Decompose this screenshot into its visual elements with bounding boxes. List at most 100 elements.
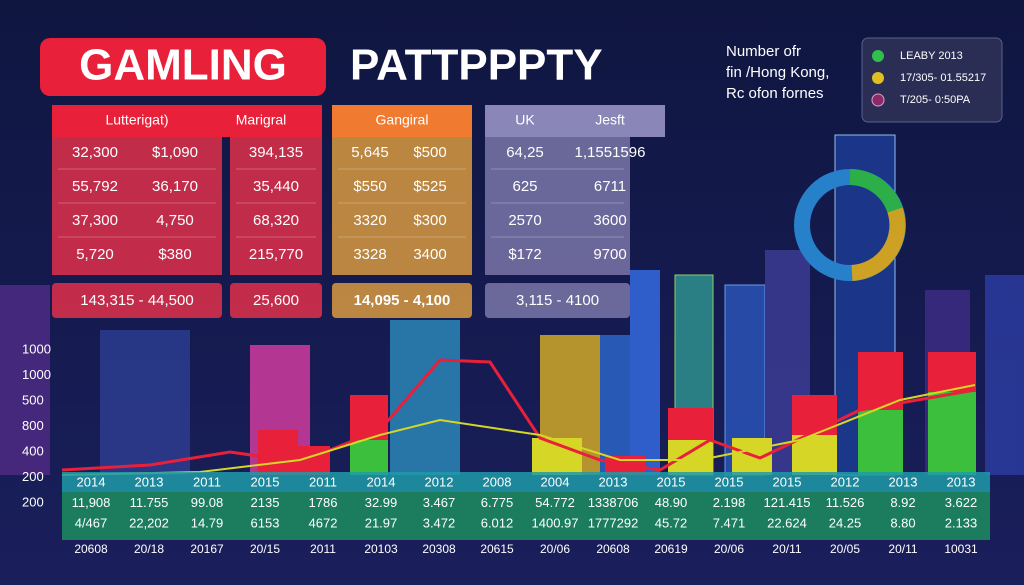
- band-cell: 2.133: [945, 515, 978, 530]
- band-cell: 32.99: [365, 495, 398, 510]
- footer-label: 20308: [422, 542, 456, 556]
- legend-box: [861, 37, 1003, 123]
- band-cell: 2015: [715, 474, 744, 489]
- table-cell: 64,25: [506, 144, 544, 161]
- y-axis-label: 500: [22, 392, 44, 407]
- table-cell: $380: [158, 246, 191, 263]
- band-cell: 2004: [541, 474, 570, 489]
- table-cell: 2570: [508, 212, 541, 229]
- table-total: 143,315 - 44,500: [80, 292, 193, 309]
- band-cell: 2015: [773, 474, 802, 489]
- table-cell: 9700: [593, 246, 626, 263]
- band-cell: 1777292: [588, 515, 639, 530]
- y-axis-label: 400: [22, 443, 44, 458]
- footer-label: 20/06: [540, 542, 570, 556]
- skyline: [0, 134, 1024, 476]
- table-cell: $500: [413, 144, 446, 161]
- table-header: [332, 105, 472, 137]
- table-total-box: [485, 283, 630, 318]
- table-total-box: [332, 283, 472, 318]
- footer-label: 20/06: [714, 542, 744, 556]
- table-cell: 5,720: [76, 246, 114, 263]
- band-cell: 14.79: [191, 515, 224, 530]
- band-cell: 99.08: [191, 495, 224, 510]
- legend-dot: [872, 72, 884, 84]
- band-cell: 4672: [309, 515, 338, 530]
- footer-label: 20167: [190, 542, 224, 556]
- table-cell: 35,440: [253, 178, 299, 195]
- note-line: fin /Hong Kong,: [726, 64, 829, 81]
- generated: Lutterigat) 32,300 $1,090 55,792 36,170 37,30…: [22, 105, 978, 556]
- band-cell: 22.624: [767, 515, 807, 530]
- table-total: 14,095 - 4,100: [354, 292, 451, 309]
- footer-label: 20608: [74, 542, 108, 556]
- legend-entry: T/205- 0:50PA: [900, 94, 971, 106]
- table-total: 3,115 - 4100: [516, 292, 599, 309]
- bars: [61, 352, 976, 476]
- table-header-text: Gangiral: [376, 112, 429, 128]
- band-cell: 1338706: [588, 495, 639, 510]
- title-highlight: GAMLING: [79, 41, 287, 90]
- footer-label: 20/11: [772, 542, 801, 556]
- table-header: [200, 105, 322, 137]
- band-cell: 2014: [367, 474, 396, 489]
- footer-label: 20619: [654, 542, 688, 556]
- band-cell: 2011: [193, 474, 221, 489]
- table-cell: $525: [413, 178, 446, 195]
- band-cell: 4/467: [75, 515, 108, 530]
- table-cell: 6711: [594, 178, 626, 195]
- y-axis-label: 1000: [22, 341, 51, 356]
- table-cell: 36,170: [152, 178, 198, 195]
- table-body: [332, 135, 472, 275]
- table-cell: 55,792: [72, 178, 118, 195]
- band-cell: 6.775: [481, 495, 514, 510]
- band-cell: 2015: [657, 474, 686, 489]
- table-header: [52, 105, 222, 137]
- band-cell: 11.526: [826, 495, 865, 510]
- title-badge: [40, 38, 326, 96]
- band-cell: 2.198: [713, 495, 746, 510]
- note-line: Rc ofon fornes: [726, 85, 824, 102]
- table-cell: $300: [413, 212, 446, 229]
- band-cell: 3.622: [945, 495, 978, 510]
- band-cell: 8.80: [890, 515, 915, 530]
- legend-entry: LEABY 2013: [900, 50, 963, 62]
- table-cell: 394,135: [249, 144, 303, 161]
- band-cell: 22,202: [129, 515, 169, 530]
- band-cell: 2008: [483, 474, 512, 489]
- footer-label: 20615: [480, 542, 514, 556]
- title: PATTPPPTY: [350, 41, 603, 90]
- table-cell: 32,300: [72, 144, 118, 161]
- table-cell: $172: [508, 246, 541, 263]
- band-cell: 8.92: [890, 495, 915, 510]
- table-header: [485, 105, 665, 137]
- table-header-text: UK: [515, 112, 535, 128]
- band-cell: 2013: [947, 474, 976, 489]
- footer-label: 10031: [944, 542, 978, 556]
- band-cell: 2135: [251, 495, 280, 510]
- table-cell: 5,645: [351, 144, 389, 161]
- table-body: [485, 135, 630, 275]
- table-body: [230, 135, 322, 275]
- band-cell: 11.755: [130, 495, 169, 510]
- table-cell: 3320: [353, 212, 386, 229]
- table-cell: 37,300: [72, 212, 118, 229]
- table-body: [52, 135, 222, 275]
- table-total-box: [52, 283, 222, 318]
- table-header-text: Marigral: [236, 112, 287, 128]
- legend-dot: [871, 93, 885, 107]
- band-cell: 45.72: [655, 515, 688, 530]
- band-cell: 6153: [251, 515, 280, 530]
- table-cell: 3400: [413, 246, 446, 263]
- band-cell: 2012: [425, 474, 454, 489]
- footer-label: 20103: [364, 542, 398, 556]
- table-header-text: Jesft: [595, 112, 625, 128]
- band-cell: 48.90: [655, 495, 688, 510]
- band-cell: 2013: [135, 474, 164, 489]
- table-header-text: Lutterigat): [105, 112, 168, 128]
- footer-label: 20608: [596, 542, 630, 556]
- band-cell: 2014: [77, 474, 106, 489]
- band-cell: 121.415: [764, 495, 811, 510]
- footer-label: 20/11: [888, 542, 917, 556]
